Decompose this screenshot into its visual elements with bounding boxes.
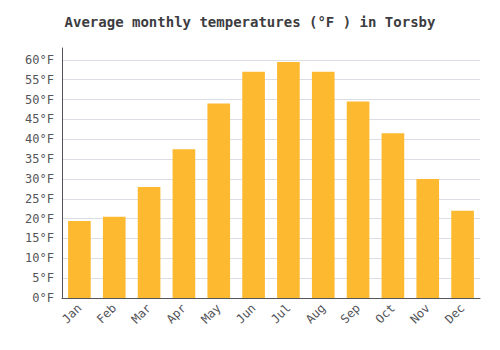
svg-text:20°F: 20°F xyxy=(25,212,54,226)
svg-text:Mar: Mar xyxy=(129,301,154,326)
svg-text:Jun: Jun xyxy=(233,301,258,326)
svg-text:0°F: 0°F xyxy=(32,291,54,305)
svg-text:15°F: 15°F xyxy=(25,231,54,245)
svg-text:Average monthly temperatures (: Average monthly temperatures (°F ) in To… xyxy=(65,14,436,30)
svg-text:Jul: Jul xyxy=(268,301,293,326)
svg-text:35°F: 35°F xyxy=(25,152,54,166)
svg-text:60°F: 60°F xyxy=(25,53,54,67)
svg-text:Feb: Feb xyxy=(94,301,119,326)
svg-text:10°F: 10°F xyxy=(25,251,54,265)
svg-text:40°F: 40°F xyxy=(25,132,54,146)
svg-text:25°F: 25°F xyxy=(25,192,54,206)
svg-text:Dec: Dec xyxy=(442,301,467,326)
svg-text:Nov: Nov xyxy=(407,301,432,326)
svg-text:45°F: 45°F xyxy=(25,112,54,126)
svg-text:5°F: 5°F xyxy=(32,271,54,285)
svg-text:Jan: Jan xyxy=(59,301,84,326)
svg-text:30°F: 30°F xyxy=(25,172,54,186)
svg-text:50°F: 50°F xyxy=(25,93,54,107)
svg-text:Oct: Oct xyxy=(373,301,398,326)
svg-text:May: May xyxy=(198,301,223,326)
svg-text:55°F: 55°F xyxy=(25,73,54,87)
svg-text:Apr: Apr xyxy=(164,301,189,326)
svg-text:Aug: Aug xyxy=(303,301,328,326)
svg-text:Sep: Sep xyxy=(338,301,363,326)
